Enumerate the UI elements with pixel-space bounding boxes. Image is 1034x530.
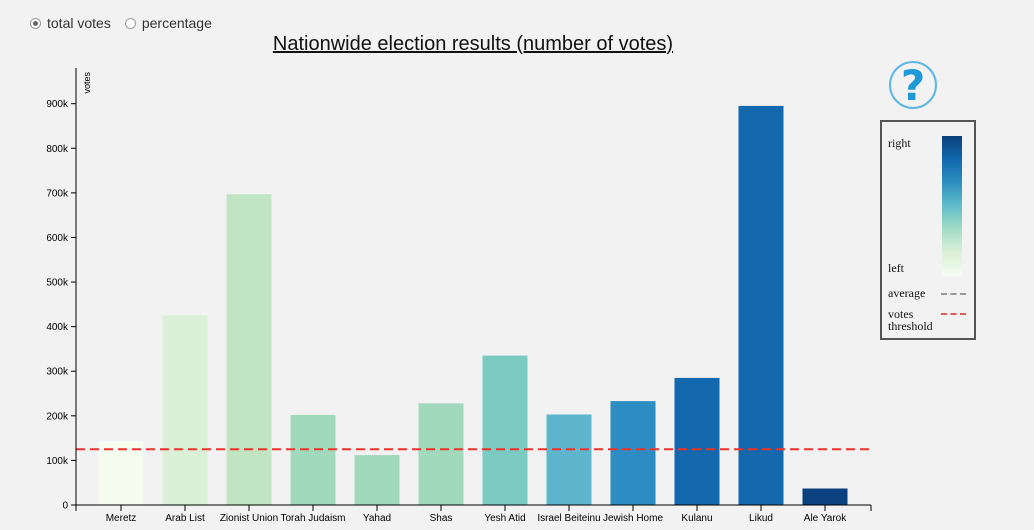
chart-title: Nationwide election results (number of v…	[272, 33, 674, 55]
x-tick-label: Likud	[749, 513, 773, 524]
x-tick-label: Yesh Atid	[484, 513, 525, 524]
legend-color-gradient	[942, 136, 962, 276]
x-tick-label: Arab List	[165, 513, 205, 524]
legend-average-swatch	[941, 293, 966, 295]
percentage-label: percentage	[141, 15, 212, 31]
bar-0	[98, 441, 144, 505]
legend-left-label: left	[888, 261, 904, 275]
bar-9	[674, 377, 720, 505]
x-tick-label: Shas	[430, 513, 453, 524]
help-icon[interactable]: ?	[889, 61, 937, 110]
x-tick-label: Israel Beiteinu	[537, 513, 600, 524]
percentage-radio-indicator[interactable]	[124, 17, 136, 29]
y-tick-label: 800k	[46, 144, 69, 155]
y-tick-label: 500k	[46, 278, 69, 289]
x-tick-label: Meretz	[106, 513, 137, 524]
bar-10	[738, 105, 784, 505]
y-tick-label: 600k	[46, 233, 69, 244]
bar-5	[418, 403, 464, 505]
x-tick-label: Jewish Home	[603, 513, 663, 524]
legend-threshold-label-1: votes	[888, 307, 914, 321]
y-tick-label: 200k	[46, 411, 69, 422]
bar-2	[226, 194, 272, 506]
bar-7	[546, 414, 592, 505]
legend-right-label: right	[888, 136, 911, 150]
x-tick-label: Torah Judaism	[280, 513, 345, 524]
legend-threshold-label-2: threshold	[888, 319, 933, 333]
y-tick-label: 0	[62, 501, 68, 512]
x-tick-label: Zionist Union	[220, 513, 278, 524]
y-tick-label: 100k	[46, 456, 69, 467]
bar-8	[610, 401, 656, 505]
total-votes-radio-indicator[interactable]	[30, 17, 41, 29]
bar-4	[354, 455, 400, 505]
total-votes-radio[interactable]: total votes	[30, 15, 111, 31]
bar-3	[290, 414, 336, 505]
y-tick-label: 700k	[46, 188, 69, 199]
y-tick-label: 300k	[46, 367, 69, 378]
total-votes-label: total votes	[47, 15, 111, 31]
bar-6	[482, 355, 528, 505]
bar-1	[162, 315, 208, 505]
display-mode-controls: total votes percentage	[30, 15, 212, 31]
percentage-radio[interactable]: percentage	[124, 15, 212, 31]
y-tick-label: 400k	[46, 322, 69, 333]
x-tick-label: Ale Yarok	[804, 513, 847, 524]
x-tick-label: Yahad	[363, 513, 391, 524]
y-tick-label: 900k	[46, 99, 69, 110]
x-tick-label: Kulanu	[681, 513, 712, 524]
y-axis-label: votes	[82, 72, 92, 94]
legend-average-label: average	[888, 286, 926, 300]
bar-11	[802, 488, 848, 505]
legend-threshold-swatch	[941, 313, 966, 315]
legend: right left average votes threshold	[880, 120, 976, 340]
